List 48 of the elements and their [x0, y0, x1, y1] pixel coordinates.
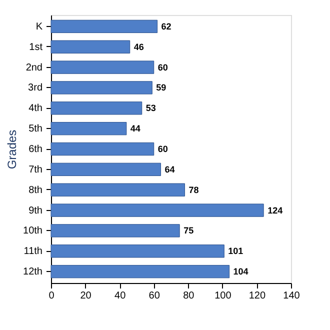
- bar: [50, 204, 264, 217]
- data-label: 60: [158, 62, 168, 72]
- data-label: 64: [164, 164, 175, 174]
- bar: [50, 162, 161, 176]
- data-label: 75: [184, 226, 194, 236]
- y-tick-label: 6th: [28, 144, 42, 155]
- y-tick-label: 8th: [28, 184, 42, 196]
- data-label: 59: [156, 82, 166, 93]
- x-tick-label: 40: [114, 290, 126, 302]
- bar: [50, 20, 158, 34]
- bar: [50, 142, 154, 156]
- x-tick-label: 60: [148, 290, 160, 302]
- bar: [50, 60, 154, 74]
- y-tick-label: 10th: [23, 226, 42, 237]
- y-tick-label: 2nd: [26, 62, 42, 74]
- data-label: 78: [188, 184, 199, 195]
- data-label: 60: [158, 144, 168, 154]
- data-label: 101: [228, 246, 244, 256]
- x-tick-label: 140: [283, 290, 300, 302]
- bar: [50, 81, 152, 94]
- bar: [50, 122, 127, 136]
- y-axis-title: Grades: [5, 130, 20, 170]
- y-tick-label: 5th: [28, 124, 42, 135]
- y-tick-label: K: [36, 21, 43, 32]
- data-label: 46: [134, 42, 144, 52]
- data-label: 53: [146, 103, 156, 114]
- y-tick-label: 4th: [28, 103, 42, 114]
- bar: [50, 264, 230, 278]
- data-label: 104: [233, 266, 248, 277]
- y-tick-label: 3rd: [28, 82, 42, 94]
- data-label: 44: [130, 124, 140, 134]
- bar: [50, 224, 180, 238]
- y-tick-label: 7th: [28, 164, 42, 176]
- x-tick-label: 120: [248, 290, 266, 302]
- x-tick-label: 100: [214, 290, 232, 302]
- x-tick-label: 0: [48, 290, 55, 302]
- x-tick-label: 80: [183, 290, 195, 302]
- data-label: 62: [161, 21, 172, 32]
- bar: [50, 40, 130, 54]
- bar: [50, 183, 185, 196]
- y-tick-label: 11th: [24, 246, 42, 258]
- y-tick-label: 12th: [23, 266, 42, 278]
- bar: [50, 244, 224, 258]
- x-tick-label: 20: [80, 290, 92, 302]
- y-tick-label: 1st: [29, 42, 43, 53]
- bar: [50, 102, 142, 115]
- y-tick-label: 9th: [28, 205, 42, 216]
- data-label: 124: [268, 205, 283, 216]
